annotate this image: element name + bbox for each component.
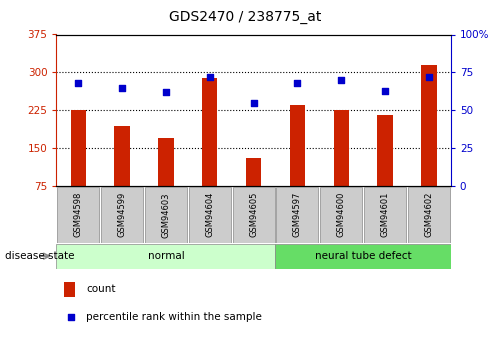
FancyBboxPatch shape bbox=[275, 244, 451, 268]
Text: GSM94598: GSM94598 bbox=[74, 192, 83, 237]
Bar bbox=[377, 116, 392, 186]
Point bbox=[337, 77, 345, 83]
Text: GSM94604: GSM94604 bbox=[205, 192, 214, 237]
Bar bbox=[202, 78, 218, 186]
Point bbox=[381, 88, 389, 93]
Text: GSM94599: GSM94599 bbox=[118, 192, 126, 237]
Text: count: count bbox=[86, 284, 116, 294]
FancyBboxPatch shape bbox=[56, 244, 275, 268]
Bar bbox=[71, 110, 86, 186]
FancyBboxPatch shape bbox=[276, 187, 318, 243]
Text: neural tube defect: neural tube defect bbox=[315, 251, 412, 261]
FancyBboxPatch shape bbox=[233, 187, 274, 243]
FancyBboxPatch shape bbox=[408, 187, 450, 243]
Point bbox=[294, 80, 301, 86]
Bar bbox=[115, 126, 130, 186]
Text: disease state: disease state bbox=[5, 251, 74, 261]
Text: GSM94600: GSM94600 bbox=[337, 192, 346, 237]
Bar bbox=[158, 138, 173, 186]
Point bbox=[118, 85, 126, 90]
Text: percentile rank within the sample: percentile rank within the sample bbox=[86, 313, 262, 322]
Bar bbox=[64, 282, 75, 297]
Text: GSM94601: GSM94601 bbox=[381, 192, 390, 237]
FancyBboxPatch shape bbox=[145, 187, 187, 243]
Bar bbox=[421, 65, 437, 186]
FancyBboxPatch shape bbox=[57, 187, 99, 243]
Bar bbox=[246, 158, 261, 186]
Text: GSM94603: GSM94603 bbox=[161, 192, 171, 237]
Point bbox=[162, 89, 170, 95]
Point bbox=[250, 100, 258, 106]
FancyBboxPatch shape bbox=[320, 187, 362, 243]
FancyBboxPatch shape bbox=[364, 187, 406, 243]
Bar bbox=[334, 110, 349, 186]
Point bbox=[425, 74, 433, 80]
Text: GDS2470 / 238775_at: GDS2470 / 238775_at bbox=[169, 10, 321, 24]
Text: GSM94602: GSM94602 bbox=[424, 192, 433, 237]
Point bbox=[74, 80, 82, 86]
FancyBboxPatch shape bbox=[189, 187, 231, 243]
Text: GSM94605: GSM94605 bbox=[249, 192, 258, 237]
Text: normal: normal bbox=[147, 251, 184, 261]
Point bbox=[68, 315, 75, 320]
Point bbox=[206, 74, 214, 80]
Bar bbox=[290, 105, 305, 186]
Text: GSM94597: GSM94597 bbox=[293, 192, 302, 237]
FancyBboxPatch shape bbox=[101, 187, 143, 243]
